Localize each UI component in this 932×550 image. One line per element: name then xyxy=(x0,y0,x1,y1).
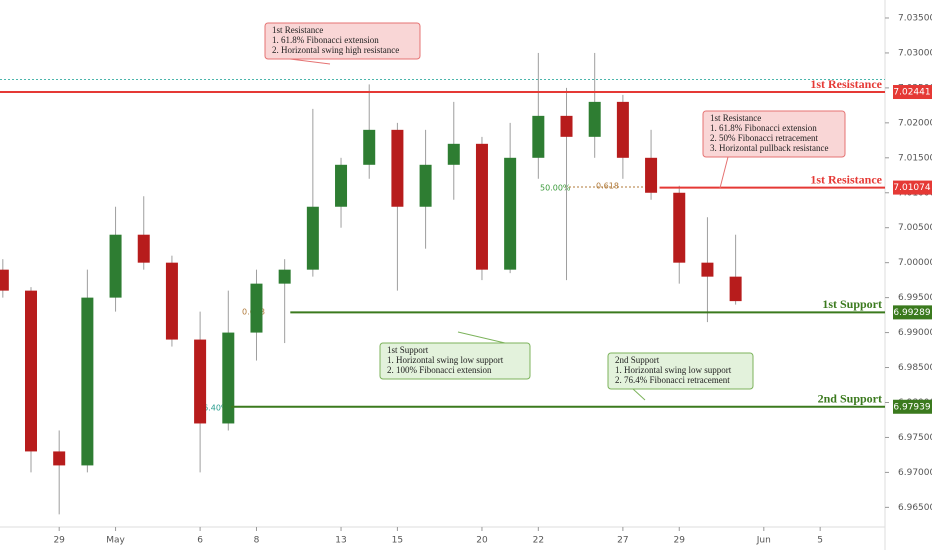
candle-body xyxy=(0,269,9,291)
annotation-text: 3. Horizontal pullback resistance xyxy=(710,143,828,153)
candle-body xyxy=(475,143,488,270)
price-tag xyxy=(893,399,932,414)
candle-body xyxy=(701,262,714,277)
callout-pointer xyxy=(719,156,729,189)
level-name: 2nd Support xyxy=(818,392,882,406)
annotation-box xyxy=(264,22,421,60)
x-tick-label: 15 xyxy=(392,536,403,546)
callout-pointer xyxy=(457,331,506,344)
candle-body xyxy=(165,262,178,340)
price-tag xyxy=(893,85,932,100)
y-tick-label: 6.97000 xyxy=(898,468,932,478)
annotation-text: 1st Resistance xyxy=(272,25,323,35)
candle-body xyxy=(194,339,207,424)
x-tick-label: 22 xyxy=(533,536,544,546)
y-tick-label: 6.99000 xyxy=(898,328,932,338)
candle-body xyxy=(532,115,545,158)
x-tick-label: 5 xyxy=(817,536,823,546)
candle-body xyxy=(335,164,348,207)
level-name: 1st Resistance xyxy=(810,172,882,186)
x-tick-label: 6 xyxy=(197,536,203,546)
x-tick-label: 29 xyxy=(674,536,686,546)
annotation-box xyxy=(379,342,531,380)
annotation-text: 1. Horizontal swing low support xyxy=(615,365,732,375)
y-tick-label: 7.02000 xyxy=(898,118,932,128)
fib-label: 0.618 xyxy=(596,182,619,191)
candle-body xyxy=(278,269,291,284)
candle-body xyxy=(616,101,629,158)
annotation-text: 2. 50% Fibonacci retracement xyxy=(710,133,818,143)
y-tick-label: 6.98500 xyxy=(898,363,932,373)
candle-body xyxy=(53,451,66,466)
candle-body xyxy=(645,157,658,193)
candle-body xyxy=(419,164,432,207)
candle-body xyxy=(673,192,686,263)
y-tick-label: 6.96500 xyxy=(898,503,932,513)
candle-body xyxy=(222,332,235,424)
candle-body xyxy=(25,290,38,452)
y-tick-label: 6.99500 xyxy=(898,293,932,303)
y-tick-label: 7.01500 xyxy=(898,153,932,163)
candle-body xyxy=(363,129,376,165)
price-tag-label: 6.99289 xyxy=(893,308,930,318)
candle-body xyxy=(306,206,319,270)
candle-body xyxy=(250,283,263,333)
candle-body xyxy=(391,129,404,207)
candle-body xyxy=(447,143,460,165)
annotation-text: 1st Resistance xyxy=(710,113,761,123)
x-tick-label: 27 xyxy=(617,536,628,546)
x-tick-label: 29 xyxy=(53,536,65,546)
x-tick-label: 20 xyxy=(476,536,488,546)
y-tick-label: 7.00500 xyxy=(898,223,932,233)
annotation-text: 2nd Support xyxy=(615,355,660,365)
candle-body xyxy=(729,276,742,302)
candle-body xyxy=(137,234,150,263)
candle-body xyxy=(588,101,601,137)
annotation-box xyxy=(607,352,754,390)
fib-label: 50.00% xyxy=(540,184,571,193)
candle-body xyxy=(560,115,573,137)
x-tick-label: 8 xyxy=(254,536,260,546)
candle-body xyxy=(109,234,122,298)
annotation-text: 1. 61.8% Fibonacci extension xyxy=(710,123,817,133)
candle-body xyxy=(504,157,517,270)
x-tick-label: May xyxy=(106,536,125,546)
y-tick-label: 7.03000 xyxy=(898,48,932,58)
price-tag xyxy=(893,305,932,320)
price-tag-label: 7.01074 xyxy=(893,183,930,193)
y-tick-label: 7.00000 xyxy=(898,258,932,268)
level-name: 1st Resistance xyxy=(810,77,882,91)
price-tag-label: 7.02441 xyxy=(893,88,930,98)
fib-label: 76.40% xyxy=(198,404,229,413)
y-tick-label: 7.03500 xyxy=(898,13,932,23)
x-tick-label: Jun xyxy=(756,536,771,546)
annotation-text: 2. 100% Fibonacci extension xyxy=(387,365,492,375)
callout-pointer xyxy=(289,58,331,65)
annotation-text: 2. Horizontal swing high resistance xyxy=(272,45,399,55)
annotation-box xyxy=(702,110,846,158)
annotation-text: 1. Horizontal swing low support xyxy=(387,355,504,365)
price-tag xyxy=(893,180,932,195)
annotation-text: 1st Support xyxy=(387,345,429,355)
y-tick-label: 6.97500 xyxy=(898,433,932,443)
annotation-text: 1. 61.8% Fibonacci extension xyxy=(272,35,379,45)
candle-body xyxy=(81,297,94,466)
price-tag-label: 6.97939 xyxy=(893,402,930,412)
callout-pointer xyxy=(632,388,646,401)
x-tick-label: 13 xyxy=(335,536,346,546)
annotation-text: 2. 76.4% Fibonacci retracement xyxy=(615,375,730,385)
level-name: 1st Support xyxy=(822,297,882,311)
